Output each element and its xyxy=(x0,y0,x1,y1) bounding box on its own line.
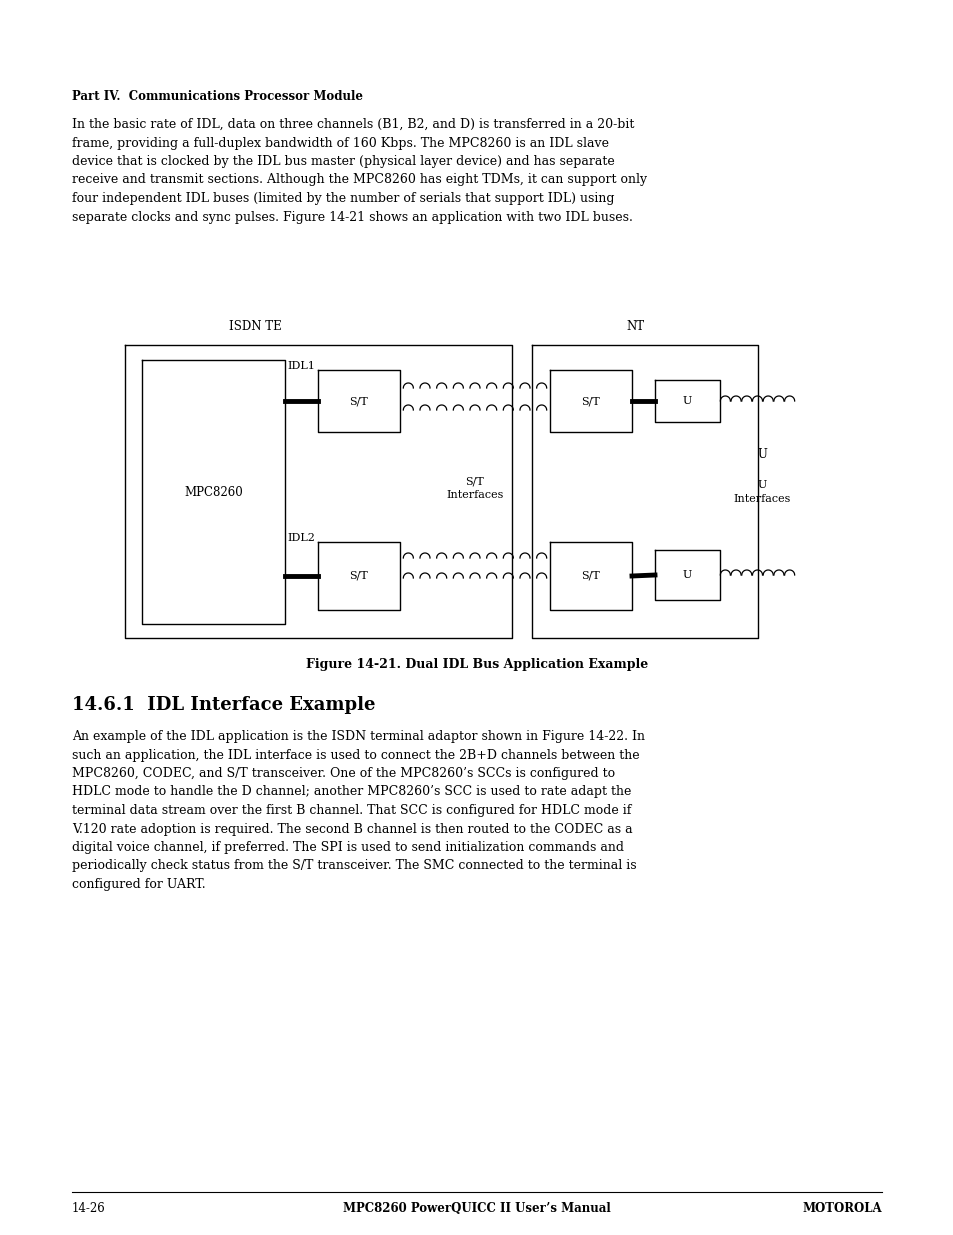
Text: S/T: S/T xyxy=(349,571,368,580)
Text: MPC8260: MPC8260 xyxy=(184,485,243,499)
Text: NT: NT xyxy=(625,320,643,333)
Text: IDL1: IDL1 xyxy=(287,361,314,370)
Text: S/T: S/T xyxy=(349,396,368,406)
Text: U: U xyxy=(757,448,766,462)
Text: Figure 14-21. Dual IDL Bus Application Example: Figure 14-21. Dual IDL Bus Application E… xyxy=(306,658,647,671)
Text: MPC8260 PowerQUICC II User’s Manual: MPC8260 PowerQUICC II User’s Manual xyxy=(343,1202,610,1215)
Text: 14-26: 14-26 xyxy=(71,1202,106,1215)
Text: Part IV.  Communications Processor Module: Part IV. Communications Processor Module xyxy=(71,90,363,103)
Text: MOTOROLA: MOTOROLA xyxy=(801,1202,882,1215)
Text: S/T
Interfaces: S/T Interfaces xyxy=(446,475,503,500)
Text: U: U xyxy=(682,571,691,580)
Text: S/T: S/T xyxy=(581,571,599,580)
Text: In the basic rate of IDL, data on three channels (B1, B2, and D) is transferred : In the basic rate of IDL, data on three … xyxy=(71,119,646,224)
Text: U
Interfaces: U Interfaces xyxy=(733,480,790,504)
Text: An example of the IDL application is the ISDN terminal adaptor shown in Figure 1: An example of the IDL application is the… xyxy=(71,730,644,890)
Text: U: U xyxy=(682,396,691,406)
Text: IDL2: IDL2 xyxy=(287,534,314,543)
Text: S/T: S/T xyxy=(581,396,599,406)
Text: ISDN TE: ISDN TE xyxy=(229,320,281,333)
Text: 14.6.1  IDL Interface Example: 14.6.1 IDL Interface Example xyxy=(71,697,375,714)
